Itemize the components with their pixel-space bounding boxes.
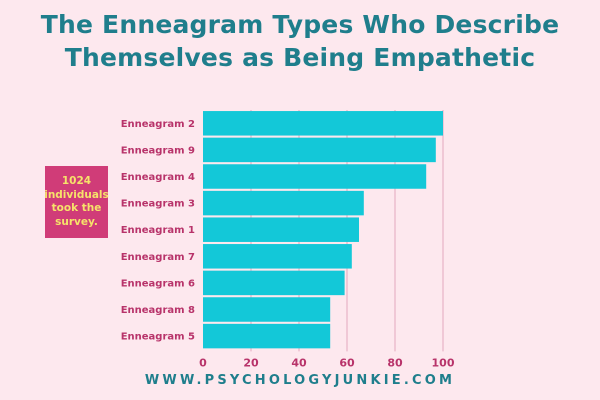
bar-enneagram-8 [203, 297, 331, 322]
bar-enneagram-3 [203, 190, 364, 216]
x-tick-label-60: 60 [339, 356, 355, 369]
category-label-enneagram-6: Enneagram 6 [121, 278, 195, 289]
note-line-3: took the [51, 202, 102, 214]
x-tick-label-100: 100 [432, 356, 455, 369]
bar-enneagram-7 [203, 244, 352, 269]
category-label-enneagram-7: Enneagram 7 [121, 252, 195, 263]
bar-enneagram-4 [203, 164, 427, 189]
note-line-2: individuals [44, 188, 109, 201]
chart-title: The Enneagram Types Who Describe Themsel… [0, 8, 600, 74]
category-label-enneagram-9: Enneagram 9 [121, 145, 195, 156]
website-url[interactable]: WWW.PSYCHOLOGYJUNKIE.COM [144, 373, 456, 388]
survey-note-badge: 1024 individuals took the survey. [44, 166, 109, 238]
category-label-enneagram-4: Enneagram 4 [121, 172, 195, 183]
x-tick-label-0: 0 [199, 356, 207, 369]
category-label-enneagram-1: Enneagram 1 [121, 225, 195, 236]
category-label-enneagram-5: Enneagram 5 [121, 332, 195, 343]
title-line-1: The Enneagram Types Who Describe [40, 10, 560, 39]
bar-enneagram-2 [203, 111, 443, 136]
category-label-enneagram-2: Enneagram 2 [121, 119, 195, 130]
bar-enneagram-1 [203, 217, 359, 242]
category-label-enneagram-8: Enneagram 8 [121, 305, 195, 316]
bar-enneagram-6 [203, 270, 345, 296]
category-label-enneagram-3: Enneagram 3 [121, 199, 195, 210]
bar-enneagram-5 [203, 323, 331, 349]
note-line-4: survey. [55, 215, 98, 228]
title-line-2: Themselves as Being Empathetic [64, 43, 536, 72]
x-tick-label-20: 20 [243, 356, 259, 369]
x-tick-label-40: 40 [291, 356, 307, 369]
x-tick-label-80: 80 [387, 356, 403, 369]
note-line-1: 1024 [61, 175, 92, 187]
bar-enneagram-9 [203, 137, 436, 163]
